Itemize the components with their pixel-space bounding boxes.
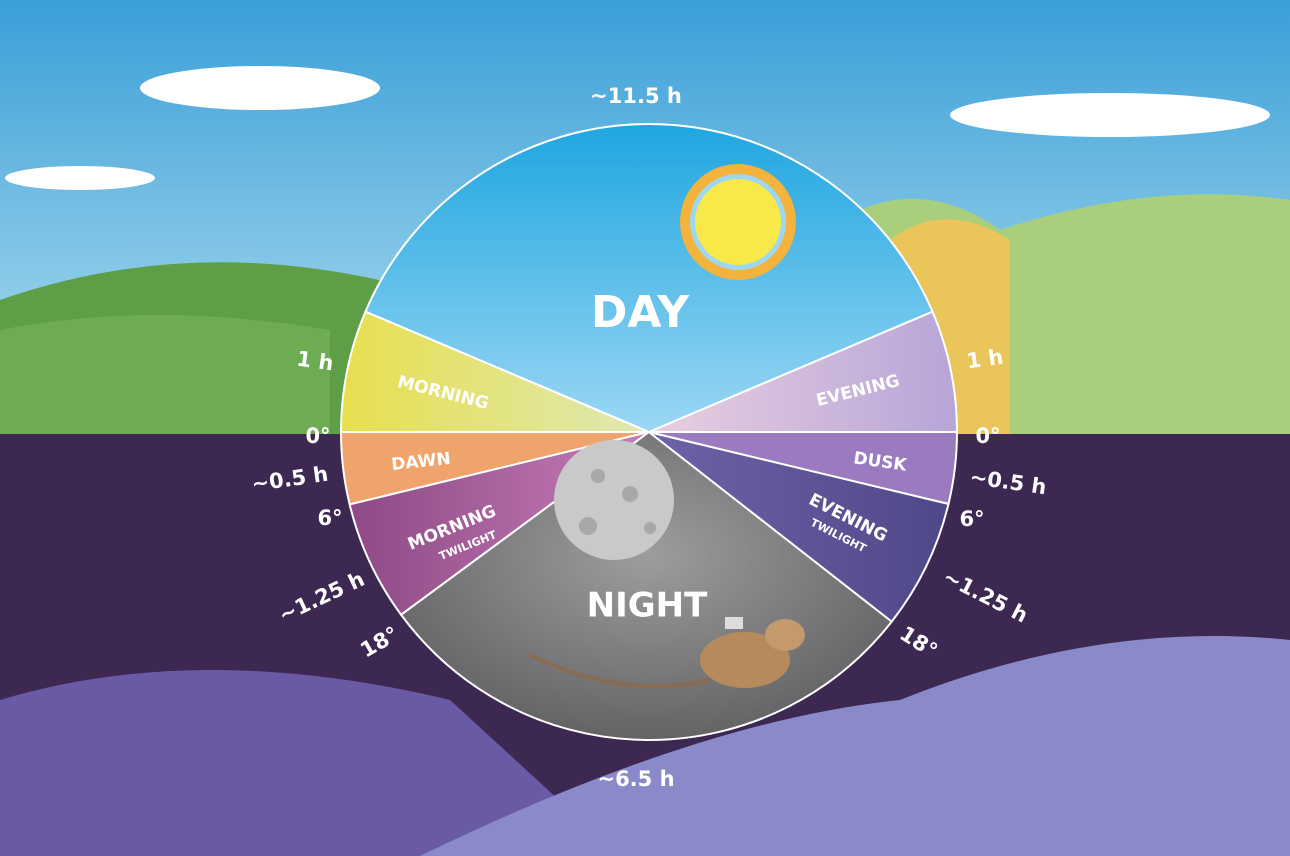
decoration [0, 315, 330, 434]
top-duration: ~11.5 h [590, 84, 682, 108]
day-label: DAY [591, 287, 690, 338]
morning-segment [339, 310, 650, 433]
decoration [725, 617, 743, 629]
scale-label: 0° [305, 424, 330, 448]
decoration [420, 636, 1290, 856]
scale-label: 1 h [295, 347, 335, 376]
evening-segment [648, 310, 959, 433]
decoration [140, 66, 380, 110]
evening-twilight-segment [648, 431, 950, 624]
decoration [950, 93, 1270, 137]
decoration [695, 179, 781, 265]
decoration [765, 619, 805, 651]
night-label: NIGHT [587, 586, 708, 626]
bottom-duration: ~6.5 h [597, 767, 674, 791]
moon [554, 440, 674, 560]
decoration [591, 469, 605, 483]
decoration [579, 517, 597, 535]
scale-label: 6° [959, 507, 984, 531]
decoration [622, 486, 638, 502]
decoration [529, 653, 711, 689]
decoration [700, 632, 790, 688]
phase-wheel [339, 122, 959, 741]
sun [680, 164, 796, 280]
decoration [644, 522, 656, 534]
decoration [0, 670, 620, 856]
scale-label: 0° [975, 424, 1000, 448]
scale-label: 6° [317, 506, 342, 530]
decoration [554, 440, 674, 560]
decoration [5, 166, 155, 190]
scale-label: 1 h [965, 345, 1005, 374]
mouse [529, 617, 805, 689]
